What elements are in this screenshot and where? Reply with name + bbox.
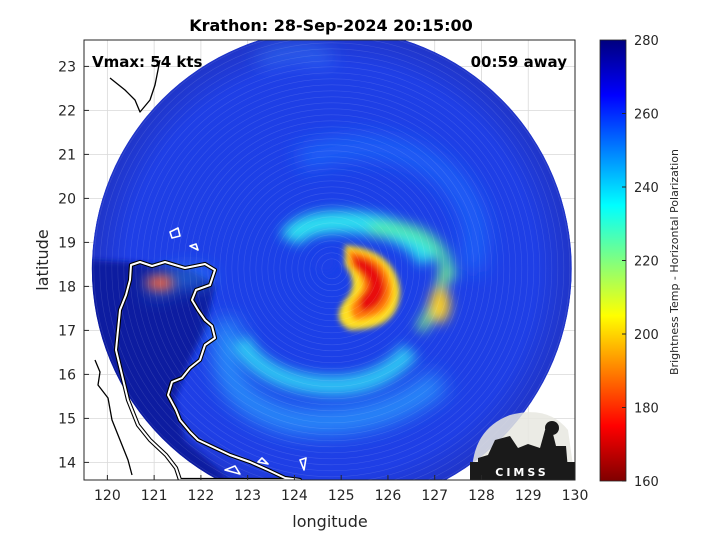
scan-ring: [123, 60, 541, 478]
scan-ring: [261, 198, 403, 340]
scan-ring: [111, 48, 553, 480]
x-tick-label: 129: [515, 488, 542, 504]
scan-ring: [159, 96, 505, 442]
y-axis-ticks: 14 15 16 17 18 19 20 21 22 23: [58, 59, 89, 471]
y-tick-label: 23: [58, 59, 76, 75]
time-away-annotation: 00:59 away: [471, 53, 568, 71]
y-tick-label: 14: [58, 455, 76, 471]
scan-ring: [135, 72, 529, 466]
taiwan-coastline: [109, 59, 161, 113]
y-tick-label: 18: [58, 279, 76, 295]
scan-ring: [297, 234, 367, 304]
colorbar-tick-label: 160: [634, 475, 659, 490]
y-tick-label: 19: [58, 235, 76, 251]
x-tick-label: 122: [188, 488, 215, 504]
scan-ring: [315, 252, 349, 286]
island-outlines: [94, 359, 133, 476]
y-tick-label: 22: [58, 103, 76, 119]
chart-title: Krathon: 28-Sep-2024 20:15:00: [189, 16, 473, 35]
scan-ring: [291, 228, 373, 310]
scan-ring: [285, 222, 379, 316]
plot-content: CIMSS: [91, 40, 575, 480]
logo-text: CIMSS: [495, 466, 548, 479]
colorbar-ticks: 160 180 200 220 240 260 280: [622, 34, 659, 490]
scan-ring: [201, 138, 463, 400]
colorbar-tick-label: 260: [634, 108, 659, 123]
colorbar-tick-label: 280: [634, 34, 659, 49]
scan-ring: [141, 78, 523, 460]
x-tick-label: 128: [468, 488, 495, 504]
scan-ring: [243, 180, 421, 358]
x-tick-label: 120: [94, 488, 121, 504]
eyewall-convection: [314, 245, 400, 330]
scan-ring: [153, 90, 511, 448]
vmax-annotation: Vmax: 54 kts: [92, 53, 202, 71]
scan-ring: [99, 40, 565, 480]
scan-ring: [117, 54, 547, 480]
scan-ring: [279, 216, 385, 322]
outer-spiral-bands: [146, 46, 488, 435]
scan-ring: [219, 156, 445, 382]
scan-ring: [93, 40, 571, 480]
scan-ring: [207, 144, 457, 394]
y-tick-label: 21: [58, 147, 76, 163]
scan-ring: [177, 114, 487, 424]
y-tick-label: 16: [58, 367, 76, 383]
scan-ring: [195, 132, 469, 406]
scan-ring: [255, 192, 409, 346]
plot-frame: [83, 39, 576, 481]
x-tick-label: 121: [141, 488, 168, 504]
scan-ring: [171, 108, 493, 430]
x-tick-label: 126: [375, 488, 402, 504]
scan-ring: [165, 102, 499, 436]
coastlines: [94, 59, 307, 480]
x-tick-label: 130: [562, 488, 589, 504]
y-tick-label: 15: [58, 411, 76, 427]
logo-silhouette: [478, 430, 568, 470]
colorbar-tick-label: 240: [634, 181, 659, 196]
y-tick-label: 20: [58, 191, 76, 207]
scan-ring: [321, 258, 343, 280]
x-tick-label: 123: [234, 488, 261, 504]
x-axis-ticks: 120 121 122 123 124 125 126 127 128 129 130: [94, 475, 588, 504]
scan-ring: [303, 240, 361, 298]
y-tick-label: 17: [58, 323, 76, 339]
scan-ring: [105, 42, 559, 480]
inner-spiral-bands: [146, 210, 457, 396]
x-tick-label: 127: [421, 488, 448, 504]
scan-ring: [273, 210, 391, 328]
cimss-logo: CIMSS: [470, 412, 575, 480]
x-tick-label: 125: [328, 488, 355, 504]
scan-ring: [309, 246, 355, 292]
scan-ring: [249, 186, 415, 352]
y-axis-label: latitude: [33, 229, 52, 290]
scan-ring: [147, 84, 517, 454]
x-tick-label: 124: [281, 488, 308, 504]
colorbar-tick-label: 220: [634, 255, 659, 270]
colorbar-label: Brightness Temp - Horizontal Polarizatio…: [668, 149, 681, 375]
scan-ring: [225, 162, 439, 376]
scan-ring: [231, 168, 433, 370]
logo-band: [470, 462, 575, 480]
colorbar-tick-label: 200: [634, 328, 659, 343]
scan-ring: [237, 174, 427, 364]
scan-ring: [267, 204, 397, 334]
x-axis-label: longitude: [292, 512, 367, 531]
colorbar-tick-label: 180: [634, 402, 659, 417]
